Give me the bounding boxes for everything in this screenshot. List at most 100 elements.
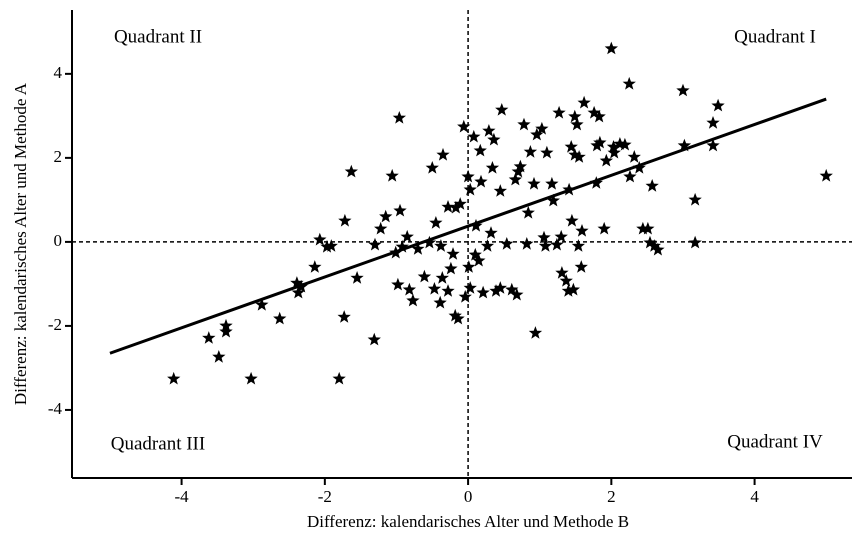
point: [517, 117, 531, 131]
point: [422, 235, 437, 249]
point: [338, 213, 352, 227]
point: [571, 239, 585, 252]
point: [337, 310, 351, 323]
point: [402, 282, 416, 296]
point: [508, 172, 522, 186]
point: [520, 237, 534, 250]
point: [395, 239, 409, 253]
point: [495, 103, 509, 116]
point: [411, 242, 425, 255]
point: [368, 237, 382, 251]
point: [643, 235, 657, 249]
point: [618, 137, 632, 151]
regression-line: [109, 97, 827, 355]
point: [379, 209, 393, 223]
point: [320, 239, 334, 253]
point: [688, 192, 702, 206]
point: [632, 161, 646, 174]
point: [451, 311, 465, 325]
point: [647, 239, 661, 252]
x-tick-label: -2: [318, 487, 332, 506]
point: [273, 311, 287, 325]
point: [570, 117, 584, 131]
point: [367, 332, 381, 346]
point: [392, 111, 406, 124]
point: [574, 260, 588, 273]
point: [565, 213, 579, 227]
point: [493, 184, 507, 197]
point: [441, 200, 455, 213]
point: [493, 281, 507, 294]
point: [546, 193, 560, 207]
point: [385, 168, 399, 182]
point: [425, 161, 439, 174]
point: [555, 266, 569, 279]
point: [324, 239, 338, 252]
point: [444, 261, 458, 275]
point: [436, 147, 450, 161]
point: [819, 168, 833, 182]
x-tick-label: 2: [607, 487, 616, 506]
point: [446, 247, 460, 260]
point: [167, 371, 181, 385]
point: [606, 140, 621, 153]
point: [482, 124, 496, 137]
point: [472, 253, 486, 267]
point: [592, 109, 606, 123]
point: [291, 285, 305, 299]
point: [313, 232, 327, 246]
point: [568, 147, 582, 161]
point: [528, 326, 543, 339]
x-tick-label: 4: [750, 487, 759, 506]
point: [374, 221, 388, 235]
point: [676, 83, 690, 97]
point: [468, 247, 482, 261]
point: [463, 182, 477, 196]
quadrant-label: Quadrant I: [734, 26, 816, 47]
point: [564, 140, 578, 153]
y-tick-label: 4: [54, 63, 63, 82]
point: [462, 260, 476, 273]
point: [706, 116, 720, 129]
point: [427, 282, 442, 295]
quadrant-label: Quadrant III: [111, 433, 205, 454]
point: [467, 129, 481, 143]
point: [212, 350, 226, 363]
point: [435, 271, 449, 284]
point: [417, 269, 432, 283]
point: [561, 284, 575, 297]
point: [344, 164, 358, 178]
point: [480, 239, 495, 252]
point: [244, 371, 258, 385]
point: [645, 179, 659, 192]
point: [577, 95, 591, 109]
point: [350, 271, 364, 284]
point: [552, 105, 566, 119]
point: [308, 260, 322, 273]
point: [219, 324, 233, 338]
point: [461, 169, 475, 183]
point: [458, 289, 472, 303]
point: [538, 239, 553, 252]
point: [202, 331, 216, 344]
point: [453, 197, 467, 210]
point: [476, 285, 490, 299]
point: [566, 282, 580, 296]
y-tick-label: 0: [54, 231, 63, 250]
point: [393, 203, 407, 217]
y-tick-label: 2: [54, 147, 63, 166]
point: [448, 308, 462, 322]
point: [677, 138, 692, 152]
point: [575, 224, 589, 237]
y-axis-title: Differenz: kalendarisches Alter und Meth…: [11, 82, 30, 405]
point: [537, 230, 551, 244]
point: [433, 295, 447, 309]
point: [290, 276, 304, 289]
quadrant-label: Quadrant IV: [727, 431, 823, 452]
point: [255, 297, 269, 311]
point: [545, 176, 559, 190]
point: [500, 237, 514, 250]
point: [540, 145, 554, 159]
point: [641, 221, 655, 235]
point: [627, 150, 641, 163]
